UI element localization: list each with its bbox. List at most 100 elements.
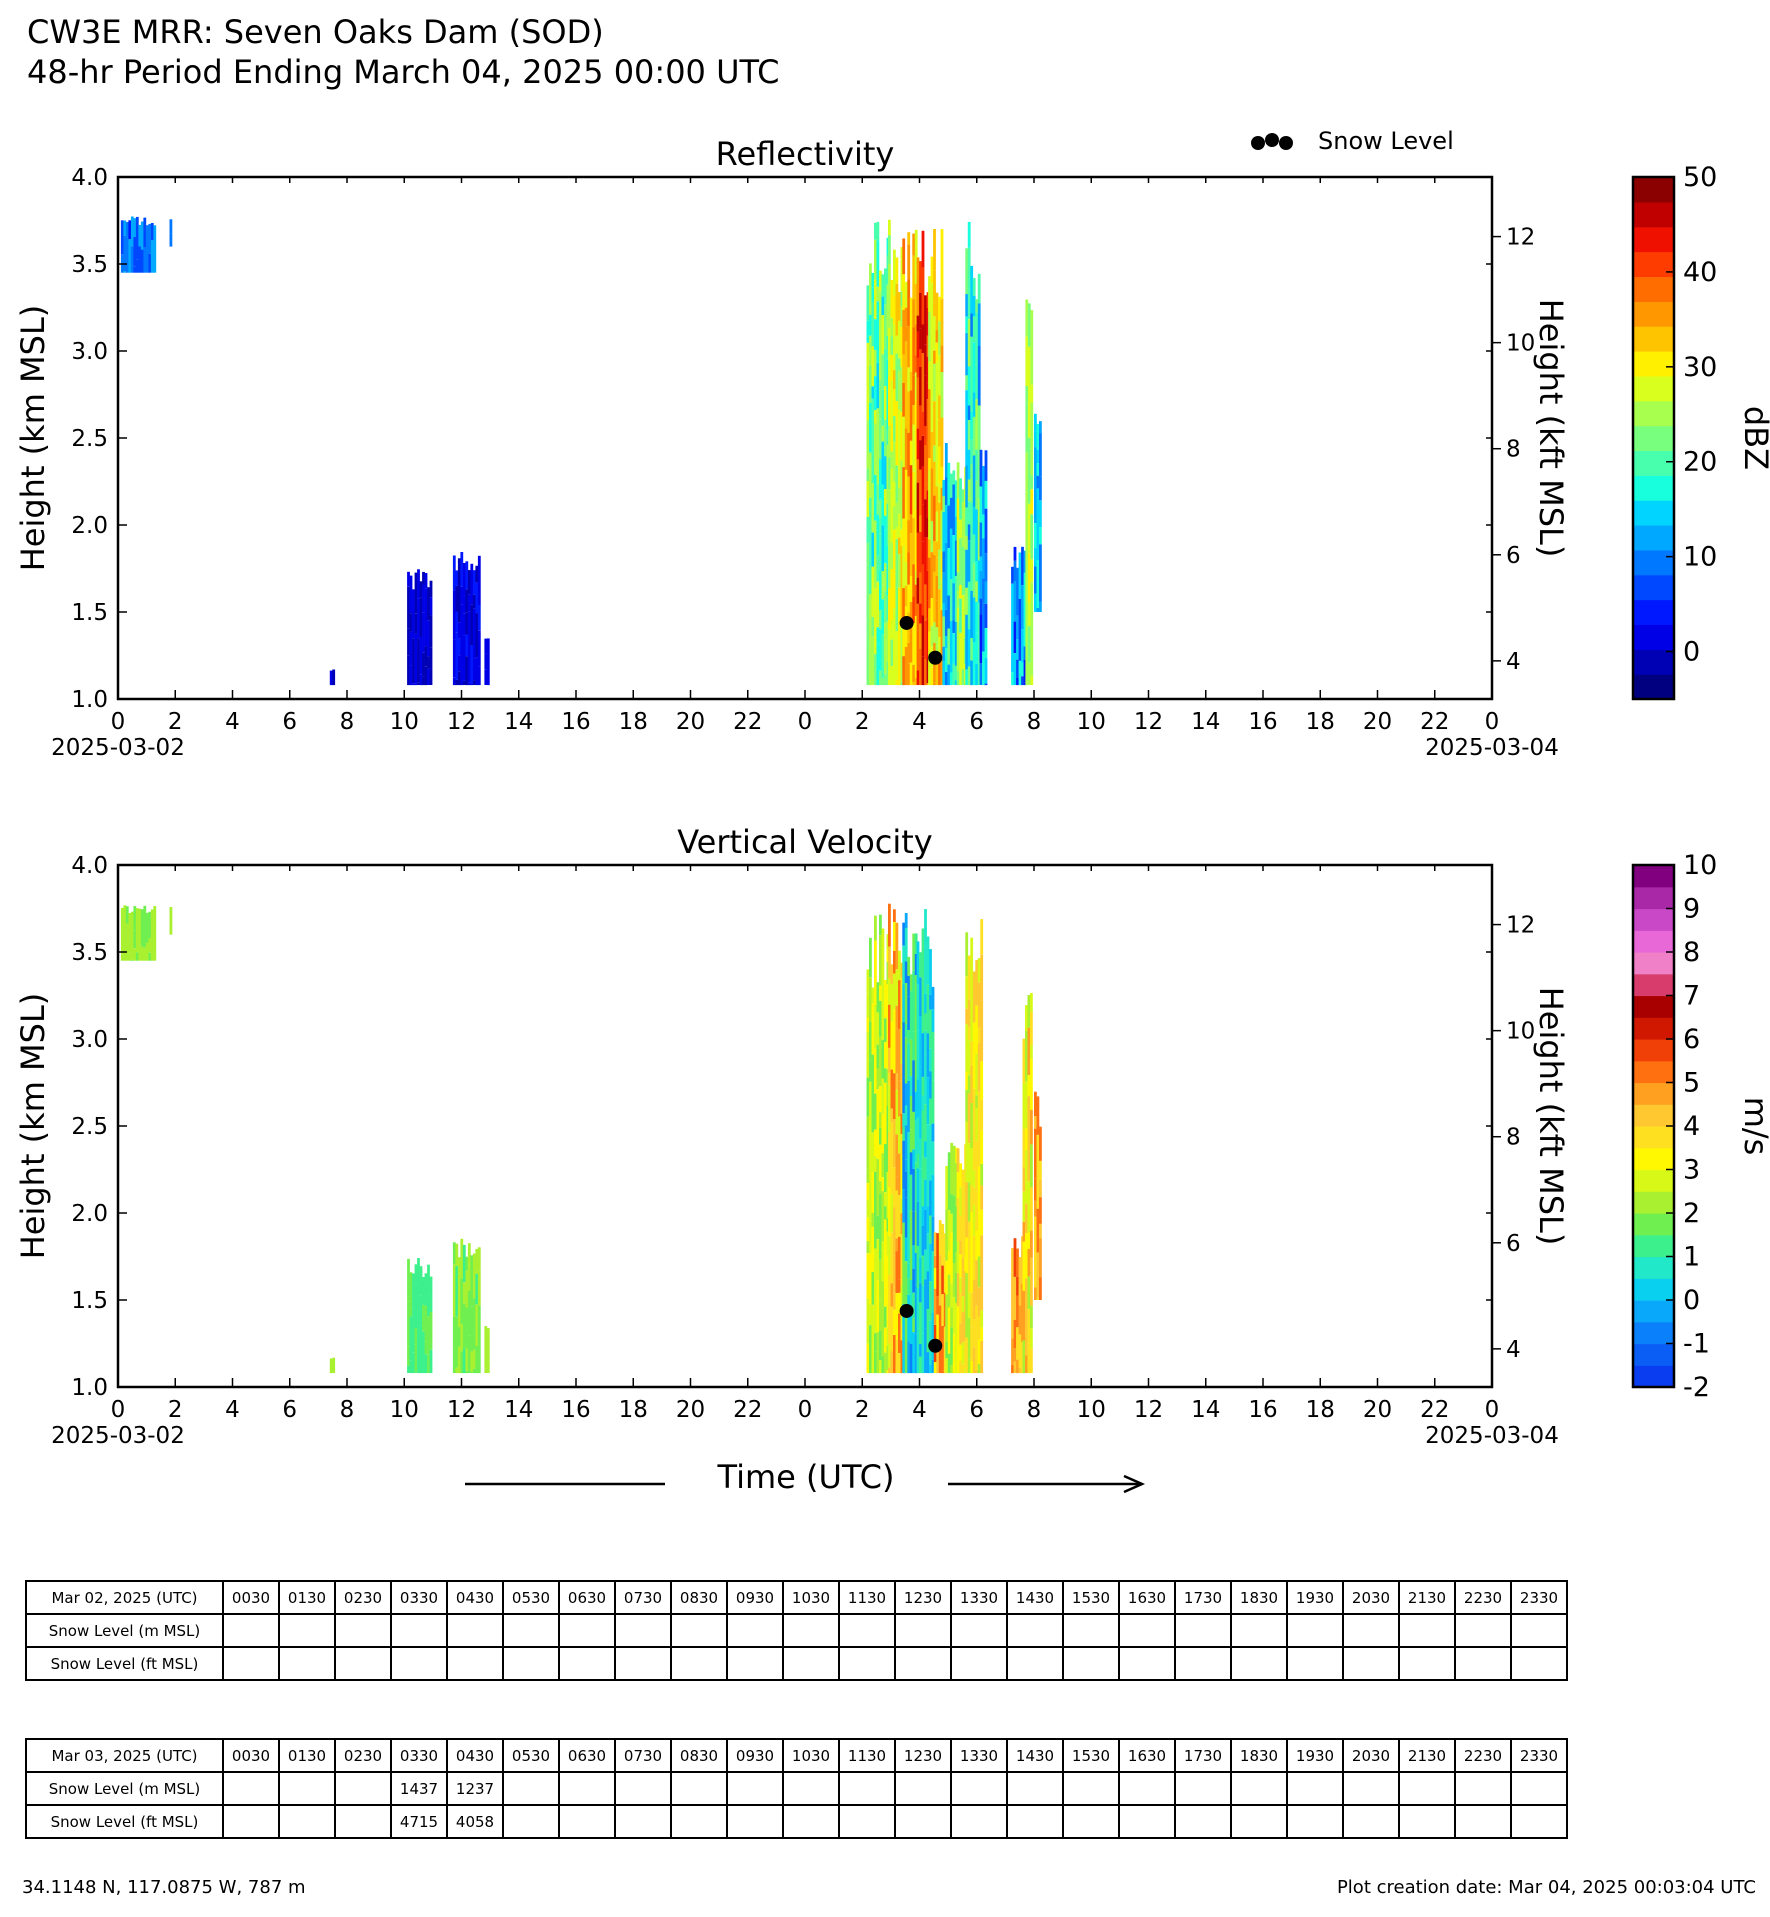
data-cell: [900, 412, 904, 461]
data-cell: [1039, 1180, 1042, 1198]
x-start-date: 2025-03-02: [51, 735, 185, 761]
data-cell: [924, 909, 927, 947]
data-cell: [916, 1168, 920, 1202]
data-cell: [980, 919, 984, 955]
data-cell: [869, 1325, 872, 1349]
plot-frame: [116, 863, 1494, 1389]
data-cell: [888, 235, 891, 265]
data-cell: [933, 1268, 937, 1289]
data-cell: [477, 573, 481, 605]
data-cell: [926, 1352, 930, 1374]
data-cell: [452, 677, 456, 686]
data-cell: [904, 388, 908, 429]
data-cell: [143, 261, 147, 273]
data-cell: [912, 255, 916, 300]
data-cell: [904, 428, 908, 470]
table-time-header: 1230: [894, 1738, 952, 1773]
data-cell: [935, 576, 939, 601]
data-cell: [417, 1258, 420, 1310]
data-cell: [961, 1296, 965, 1313]
data-cell: [465, 1256, 469, 1271]
data-cell: [414, 1344, 418, 1373]
data-cell: [1013, 1348, 1017, 1362]
data-cell: [930, 468, 934, 486]
data-cell: [938, 296, 941, 322]
data-cell: [945, 1294, 949, 1342]
snow-level-marker: [928, 1338, 943, 1353]
data-cell: [869, 1253, 872, 1305]
data-cell: [975, 960, 979, 1006]
data-cell: [921, 1269, 925, 1286]
data-cell: [970, 1361, 974, 1374]
data-cell: [884, 1018, 887, 1043]
data-cell: [933, 363, 936, 402]
data-cell: [884, 386, 887, 420]
data-cell: [1027, 662, 1031, 686]
data-cell: [886, 1218, 890, 1232]
data-cell: [886, 1327, 890, 1346]
data-cell: [904, 1305, 908, 1343]
data-cell: [943, 1292, 947, 1327]
table-cell: [278, 1646, 336, 1681]
data-cell: [1013, 653, 1017, 686]
colorbar-tick-label: 1: [1683, 1242, 1700, 1273]
data-cell: [874, 1351, 877, 1374]
colorbar-tick-label: 5: [1683, 1068, 1700, 1099]
table-header-row: Mar 03, 2025 (UTC) 0030 0130 0230 0330 0430 05…: [25, 1738, 1568, 1773]
data-cell: [484, 1326, 488, 1369]
data-cell: [909, 1129, 913, 1153]
data-cell: [462, 635, 466, 681]
data-cell: [414, 1328, 418, 1345]
data-cell: [424, 573, 428, 589]
data-cell: [902, 1304, 906, 1336]
data-cell: [935, 541, 939, 558]
table-cell: [838, 1613, 896, 1648]
data-cell: [874, 520, 877, 539]
data-cell: [902, 274, 906, 310]
data-cell: [955, 1162, 959, 1207]
data-cell: [940, 417, 944, 467]
data-cell: [893, 482, 896, 507]
data-cell: [874, 654, 877, 686]
x-tick-label: 20: [1363, 1397, 1392, 1423]
data-cell: [120, 907, 124, 930]
table-cell: [558, 1804, 616, 1839]
data-cell: [1030, 1045, 1033, 1059]
data-cell: [153, 906, 157, 955]
data-cell: [881, 389, 885, 426]
colorbar-tick-label: -1: [1683, 1329, 1710, 1360]
data-cell: [961, 1342, 965, 1365]
data-cell: [486, 638, 490, 679]
colorbar-tick-label: 6: [1683, 1024, 1700, 1055]
data-cell: [977, 273, 981, 304]
y-tick-label: 1.5: [71, 600, 108, 626]
data-cell: [916, 1201, 920, 1246]
data-cell: [1025, 662, 1029, 686]
data-cell: [879, 1330, 882, 1361]
data-cell: [871, 617, 875, 637]
data-cell: [422, 1277, 425, 1305]
data-cell: [926, 658, 930, 683]
data-cell: [912, 1211, 916, 1246]
data-cell: [900, 1064, 904, 1114]
data-cell: [1027, 995, 1031, 1028]
data-cell: [895, 679, 899, 686]
data-cell: [1034, 1178, 1037, 1201]
data-cell: [1027, 468, 1031, 504]
data-cell: [1030, 1348, 1033, 1374]
data-cell: [1016, 639, 1019, 660]
data-cell: [1025, 1203, 1028, 1234]
data-cell: [902, 1062, 906, 1114]
data-cell: [938, 502, 941, 550]
data-cell: [1023, 659, 1027, 683]
data-cell: [881, 1191, 885, 1242]
data-cell: [916, 941, 920, 985]
table-time-header: 0030: [222, 1738, 280, 1773]
data-cell: [919, 572, 922, 604]
data-cell: [881, 959, 885, 1000]
data-cell: [941, 1294, 945, 1326]
data-cell: [909, 1210, 913, 1243]
table-cell: [1006, 1771, 1064, 1806]
data-cell: [975, 1108, 979, 1141]
data-cell: [893, 389, 896, 417]
